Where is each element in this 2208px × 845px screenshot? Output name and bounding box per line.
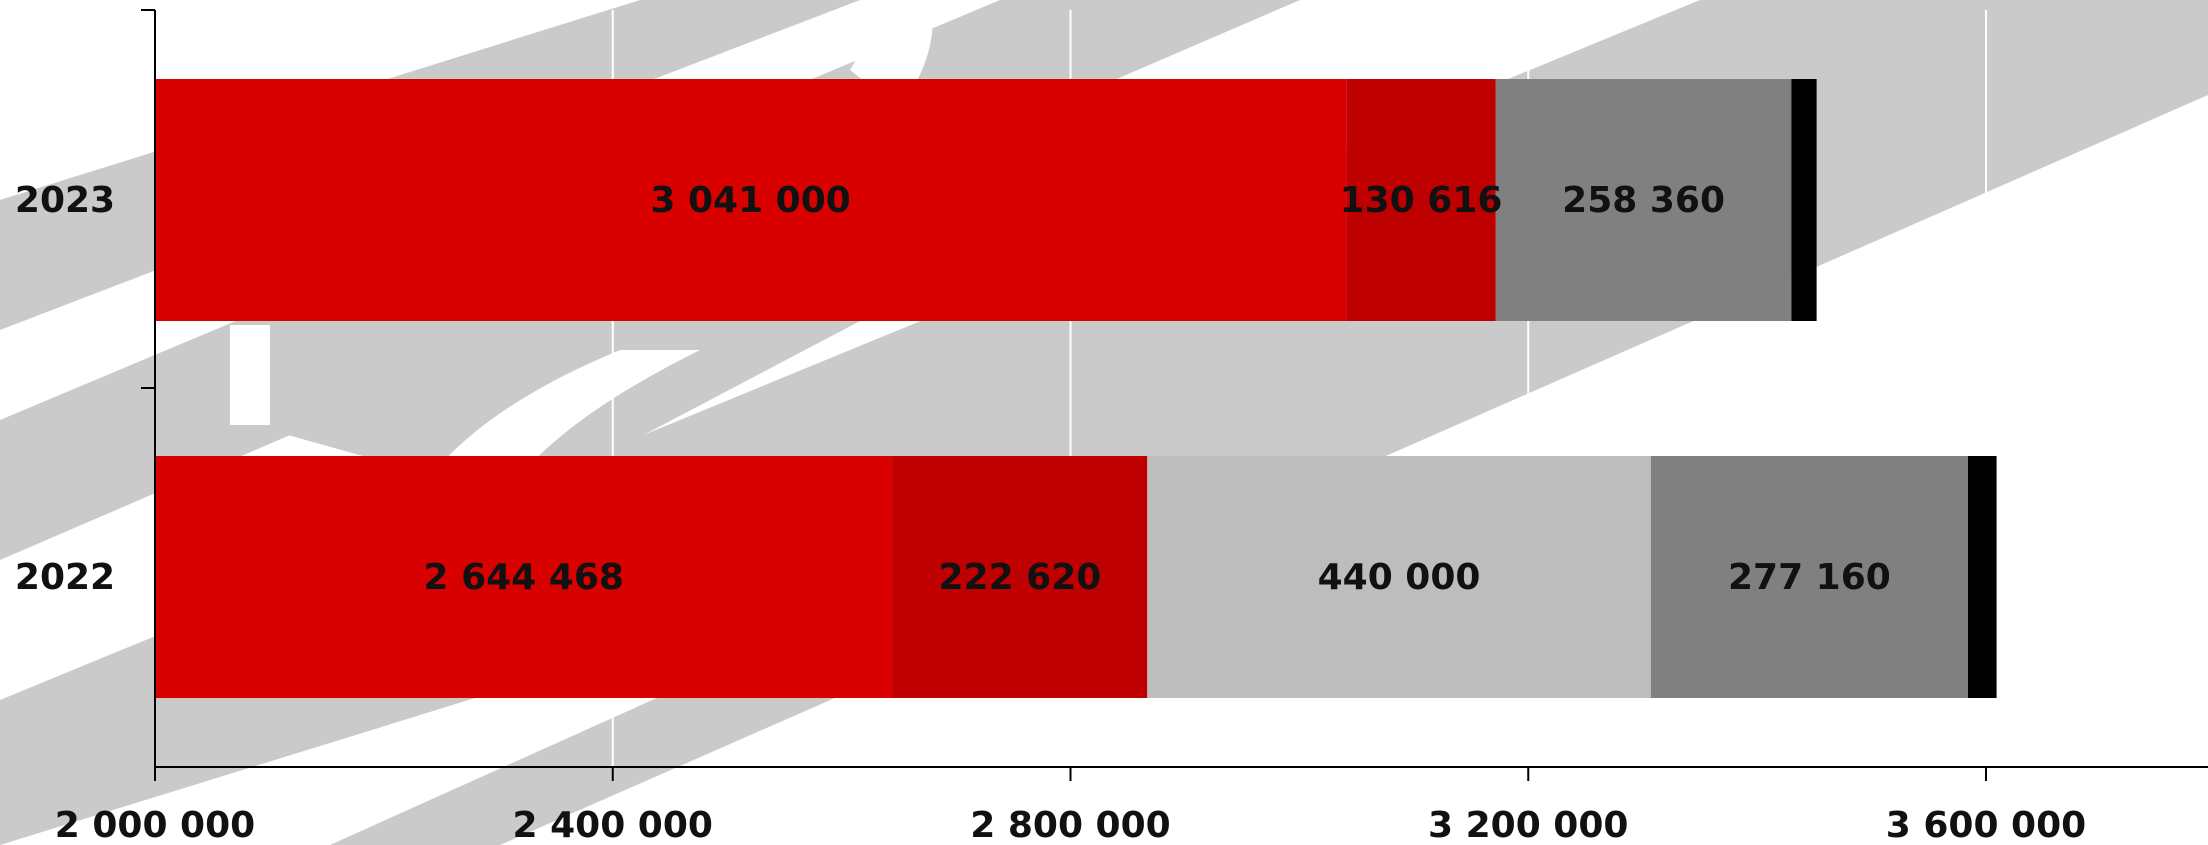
data-label: 2 644 468 — [424, 557, 624, 598]
category-label: 2023 — [15, 180, 115, 221]
x-tick-label: 2 800 000 — [970, 805, 1170, 845]
bars — [155, 79, 1997, 698]
x-tick-label: 3 600 000 — [1886, 805, 2086, 845]
x-tick-label: 2 400 000 — [513, 805, 713, 845]
bar-segment — [1147, 456, 1651, 698]
category-label: 2022 — [15, 557, 115, 598]
bar-segment — [1967, 456, 1997, 698]
data-label: 130 616 — [1340, 180, 1503, 221]
data-label: 258 360 — [1562, 180, 1725, 221]
bar-segment — [1346, 79, 1496, 321]
bar-segment — [155, 456, 893, 698]
axes — [141, 9, 2208, 781]
bar-segment — [1495, 79, 1792, 321]
bar-segment — [155, 79, 1347, 321]
data-label: 222 620 — [938, 557, 1101, 598]
bar-segment — [1650, 456, 1968, 698]
bar-segment — [1791, 79, 1817, 321]
bar-segment — [892, 456, 1148, 698]
data-label: 277 160 — [1728, 557, 1891, 598]
labels: 3 041 000 130 616 258 360 2023 2 644 468 222 … — [15, 180, 2086, 845]
x-tick-label: 3 200 000 — [1428, 805, 1628, 845]
data-label: 440 000 — [1318, 557, 1481, 598]
data-label: 3 041 000 — [650, 180, 850, 221]
x-tick-label: 2 000 000 — [55, 805, 255, 845]
